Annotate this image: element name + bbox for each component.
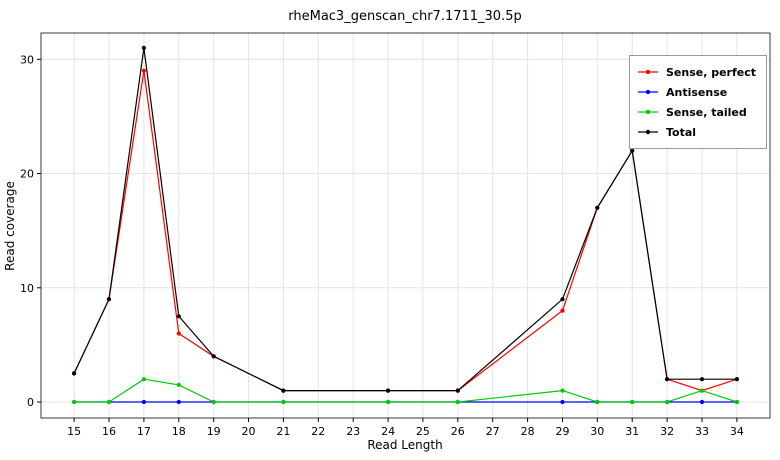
chart-title: rheMac3_genscan_chr7.1711_30.5p [288, 9, 522, 24]
series-point-sense-tailed [72, 399, 77, 405]
series-point-total [699, 377, 705, 382]
series-point-antisense [141, 399, 146, 405]
legend-item-sense-perfect: Sense, perfect [636, 62, 756, 82]
series-point-sense-tailed [176, 382, 181, 387]
series-point-total [141, 45, 146, 51]
x-tick-label: 30 [590, 425, 604, 438]
legend-label: Total [665, 125, 697, 139]
legend: Sense, perfect Antisense Sense, tailed Tota… [628, 55, 767, 149]
x-tick-label: 19 [207, 425, 221, 438]
x-tick-label: 21 [276, 425, 290, 438]
series-point-sense-tailed [560, 388, 565, 393]
legend-key-icon [637, 89, 658, 95]
series-point-sense-perfect [141, 68, 146, 73]
series-point-sense-tailed [665, 399, 670, 405]
series-point-total [665, 377, 670, 382]
series-point-total [106, 297, 112, 302]
series-point-antisense [176, 399, 181, 405]
x-tick-label: 27 [486, 425, 500, 438]
series-point-antisense [560, 399, 565, 405]
x-tick-label: 33 [695, 425, 709, 438]
x-tick-label: 29 [556, 425, 570, 438]
x-tick-label: 34 [730, 425, 744, 438]
series-point-total [281, 388, 286, 393]
legend-key-icon [637, 129, 658, 135]
x-axis-label: Read Length [367, 438, 442, 452]
series-point-sense-tailed [734, 399, 740, 405]
x-tick-label: 28 [521, 425, 535, 438]
series-point-sense-tailed [211, 399, 216, 405]
series-point-antisense [699, 399, 705, 405]
x-tick-label: 17 [137, 425, 151, 438]
x-tick-label: 23 [346, 425, 360, 438]
series-point-sense-tailed [281, 399, 286, 405]
series-point-sense-tailed [455, 399, 460, 405]
series-point-sense-perfect [560, 308, 565, 313]
y-tick-label: 30 [20, 53, 34, 66]
x-tick-label: 24 [381, 425, 395, 438]
series-point-sense-tailed [386, 399, 391, 405]
x-tick-label: 22 [311, 425, 325, 438]
series-point-sense-tailed [595, 399, 600, 405]
legend-item-sense-tailed: Sense, tailed [636, 102, 756, 122]
legend-label: Sense, tailed [665, 105, 747, 119]
series-point-sense-tailed [141, 377, 146, 382]
series-point-total [595, 205, 600, 210]
axis-ticks: 15 16 17 18 19 20 21 22 23 24 25 26 27 28 29 30 31 32 33 34… [20, 53, 744, 438]
series-point-sense-tailed [630, 399, 635, 405]
series-point-total [560, 297, 565, 302]
legend-item-antisense: Antisense [636, 82, 756, 102]
series-point-total [386, 388, 391, 393]
legend-label: Sense, perfect [665, 65, 756, 79]
legend-key-icon [637, 109, 658, 115]
series-point-total [72, 371, 77, 376]
y-tick-label: 0 [27, 396, 34, 409]
x-tick-label: 26 [451, 425, 465, 438]
series-point-total [455, 388, 460, 393]
x-tick-label: 25 [416, 425, 430, 438]
x-tick-label: 18 [172, 425, 186, 438]
data-series [72, 45, 740, 405]
y-tick-label: 20 [20, 168, 34, 181]
legend-key-icon [637, 69, 658, 75]
series-point-total [734, 377, 740, 382]
x-tick-label: 15 [67, 425, 81, 438]
series-point-total [211, 354, 216, 359]
series-point-total [630, 148, 635, 153]
series-line-sense-tailed [74, 378, 738, 403]
x-tick-label: 31 [625, 425, 639, 438]
x-tick-label: 32 [660, 425, 674, 438]
legend-item-total: Total [636, 122, 756, 142]
y-tick-label: 10 [20, 282, 34, 295]
series-line-total [73, 47, 737, 392]
gridlines [41, 33, 770, 418]
series-point-total [176, 314, 181, 319]
series-point-sense-tailed [106, 399, 112, 405]
x-tick-label: 20 [242, 425, 256, 438]
plot-panel-border [40, 32, 771, 419]
series-point-sense-perfect [176, 331, 181, 336]
series-point-sense-tailed [699, 388, 705, 393]
legend-label: Antisense [665, 85, 728, 99]
x-tick-label: 16 [102, 425, 116, 438]
y-axis-label: Read coverage [3, 181, 17, 271]
